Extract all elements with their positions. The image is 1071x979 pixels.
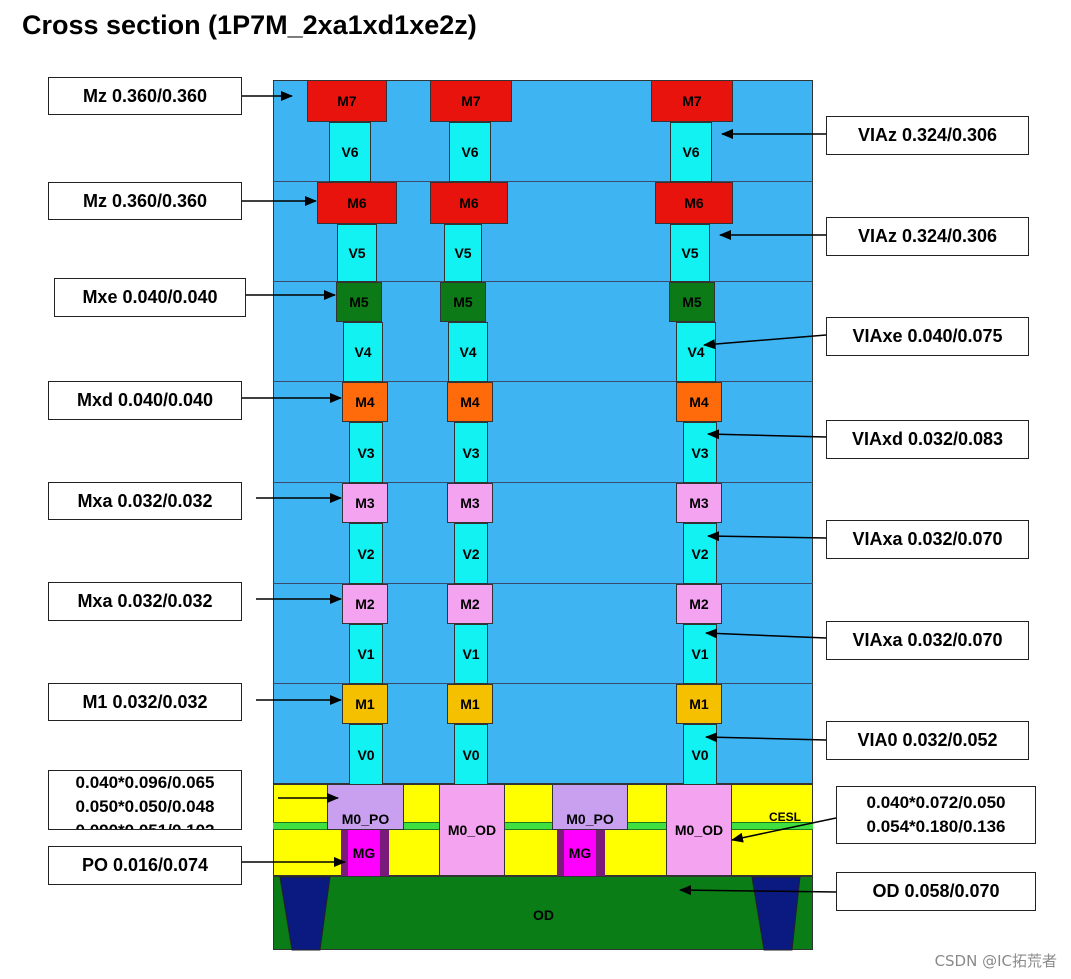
m0-od-block: M0_OD: [439, 784, 505, 876]
layer-boundary: [273, 583, 813, 584]
label-m0-po-line: 0.050*0.050/0.048: [75, 797, 215, 816]
m0-od-block: M0_OD: [666, 784, 732, 876]
label-m2: Mxa 0.032/0.032: [48, 582, 242, 621]
v3-via: V3: [454, 422, 488, 483]
m5-block: M5: [669, 282, 715, 322]
label-po: PO 0.016/0.074: [48, 846, 242, 885]
v2-via: V2: [683, 523, 717, 584]
m6-block: M6: [317, 182, 397, 224]
layer-boundary: [273, 381, 813, 382]
label-m0-po-line: 0.090*0.051/0.102: [49, 819, 241, 829]
m4-block: M4: [447, 382, 493, 422]
page-title: Cross section (1P7M_2xa1xd1xe2z): [22, 10, 477, 40]
label-v2: VIAxa 0.032/0.070: [826, 520, 1029, 559]
label-m0-od-line: 0.040*0.072/0.050: [866, 793, 1006, 812]
m0-po-block: M0_PO: [327, 784, 404, 830]
m3-block: M3: [676, 483, 722, 523]
cesl-label: CESL: [769, 810, 802, 824]
label-m0-po-line: 0.040*0.096/0.065: [75, 773, 215, 792]
v1-via: V1: [454, 624, 488, 684]
cesl-layer: [273, 822, 813, 830]
label-m0-od: 0.040*0.072/0.050 0.054*0.180/0.136: [836, 786, 1036, 844]
v3-via: V3: [683, 422, 717, 483]
label-m0-od-line: 0.054*0.180/0.136: [866, 817, 1006, 836]
label-v0: VIA0 0.032/0.052: [826, 721, 1029, 760]
label-od: OD 0.058/0.070: [836, 872, 1036, 911]
mg-gate: MG: [348, 830, 380, 876]
label-m6: Mz 0.360/0.360: [48, 182, 242, 220]
label-v3: VIAxd 0.032/0.083: [826, 420, 1029, 459]
v0-via: V0: [683, 724, 717, 785]
label-v6: VIAz 0.324/0.306: [826, 116, 1029, 155]
m2-block: M2: [342, 584, 388, 624]
od-substrate: [273, 876, 813, 950]
label-m1: M1 0.032/0.032: [48, 683, 242, 721]
v6-via: V6: [329, 122, 371, 182]
m6-block: M6: [430, 182, 508, 224]
m3-block: M3: [342, 483, 388, 523]
m3-block: M3: [447, 483, 493, 523]
mg-gate: MG: [564, 830, 596, 876]
v3-via: V3: [349, 422, 383, 483]
m4-block: M4: [676, 382, 722, 422]
v0-via: V0: [349, 724, 383, 785]
label-m3: Mxa 0.032/0.032: [48, 482, 242, 520]
v1-via: V1: [683, 624, 717, 684]
v4-via: V4: [343, 322, 383, 382]
m0-po-block: M0_PO: [552, 784, 628, 830]
m1-block: M1: [676, 684, 722, 724]
label-m4: Mxd 0.040/0.040: [48, 381, 242, 420]
v1-via: V1: [349, 624, 383, 684]
label-m7: Mz 0.360/0.360: [48, 77, 242, 115]
watermark: CSDN @IC拓荒者: [934, 952, 1057, 970]
label-v1: VIAxa 0.032/0.070: [826, 621, 1029, 660]
label-m5: Mxe 0.040/0.040: [54, 278, 246, 317]
m1-block: M1: [447, 684, 493, 724]
layer-boundary: [273, 482, 813, 483]
m7-block: M7: [430, 80, 512, 122]
v5-via: V5: [337, 224, 377, 282]
layer-boundary: [273, 281, 813, 282]
v0-via: V0: [454, 724, 488, 785]
v2-via: V2: [454, 523, 488, 584]
m4-block: M4: [342, 382, 388, 422]
layer-boundary: [273, 181, 813, 182]
label-m0-po: 0.040*0.096/0.065 0.050*0.050/0.048 0.09…: [48, 770, 242, 830]
m1-block: M1: [342, 684, 388, 724]
m5-block: M5: [336, 282, 382, 322]
v4-via: V4: [676, 322, 716, 382]
v6-via: V6: [449, 122, 491, 182]
m6-block: M6: [655, 182, 733, 224]
v4-via: V4: [448, 322, 488, 382]
v5-via: V5: [444, 224, 482, 282]
m2-block: M2: [447, 584, 493, 624]
m5-block: M5: [440, 282, 486, 322]
v2-via: V2: [349, 523, 383, 584]
m7-block: M7: [307, 80, 387, 122]
od-label: OD: [533, 907, 554, 923]
m2-block: M2: [676, 584, 722, 624]
label-v5: VIAz 0.324/0.306: [826, 217, 1029, 256]
m7-block: M7: [651, 80, 733, 122]
v5-via: V5: [670, 224, 710, 282]
v6-via: V6: [670, 122, 712, 182]
label-v4: VIAxe 0.040/0.075: [826, 317, 1029, 356]
layer-boundary: [273, 683, 813, 684]
